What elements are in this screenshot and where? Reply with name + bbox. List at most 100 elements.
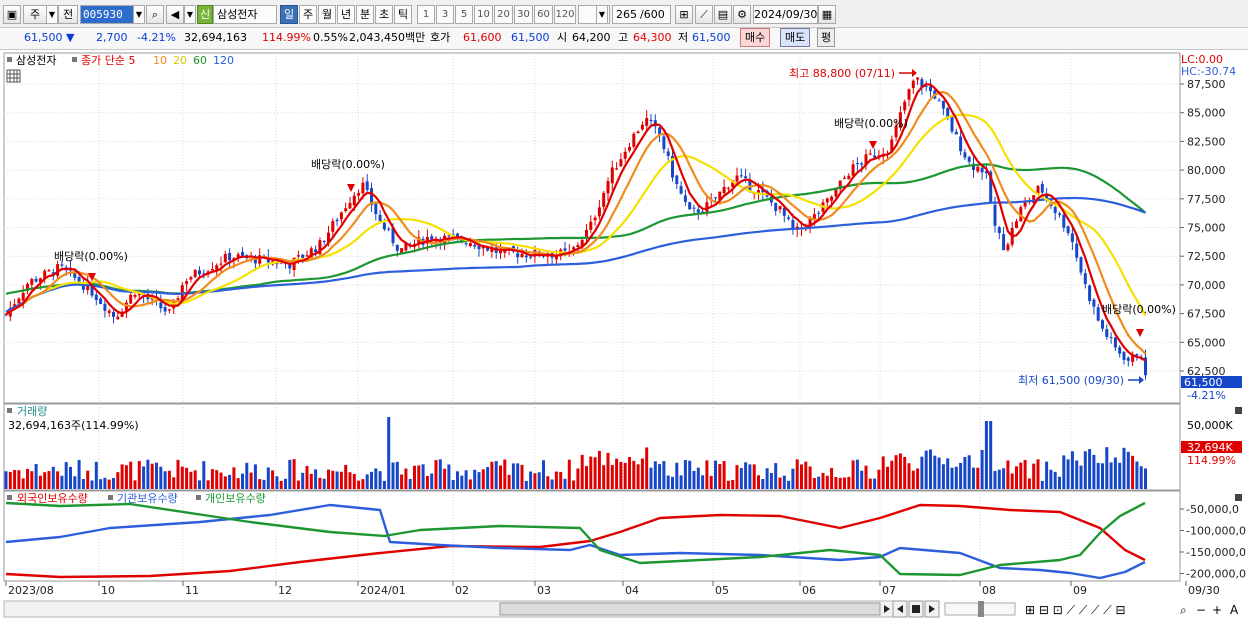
y-tick-label: 62,500 — [1187, 365, 1226, 378]
all-button[interactable]: 전 — [58, 5, 78, 24]
interval-60-button[interactable]: 60 — [534, 5, 553, 24]
candle-body — [167, 309, 171, 311]
font-size-icon[interactable]: A — [1230, 603, 1239, 617]
volume-bar — [473, 469, 477, 489]
interval-30-button[interactable]: 30 — [514, 5, 533, 24]
search-icon[interactable]: ⌕ — [146, 5, 164, 24]
date-input[interactable]: 2024/09/30 — [753, 5, 818, 24]
volume-bar — [675, 462, 679, 489]
code-dropdown-chevron-down-icon[interactable]: ▼ — [133, 5, 145, 24]
volume-bar — [90, 480, 94, 489]
stock-chart[interactable]: 삼성전자 종가 단순 5 10 20 60 120 LC:0.00 HC:-30… — [0, 50, 1248, 621]
volume-bar — [980, 449, 984, 489]
period-tick-button[interactable]: 틱 — [394, 5, 412, 24]
interval-3-button[interactable]: 3 — [436, 5, 454, 24]
sell-button[interactable]: 매도 — [780, 28, 811, 47]
volume-panel-close-icon[interactable] — [1235, 407, 1242, 414]
period-second-button[interactable]: 초 — [375, 5, 393, 24]
gear-icon[interactable]: ⚙ — [733, 5, 751, 24]
period-year-button[interactable]: 년 — [337, 5, 355, 24]
calendar-icon[interactable]: ▦ — [818, 5, 836, 24]
candle-body — [1079, 257, 1083, 273]
volume-bar — [692, 470, 696, 489]
volume-bar — [507, 474, 511, 489]
candle-body — [391, 228, 395, 244]
volume-bar — [615, 458, 619, 489]
candle-body — [606, 181, 610, 194]
volume-bar — [1040, 480, 1044, 489]
interval-1-button[interactable]: 1 — [417, 5, 435, 24]
volume-bar — [1019, 462, 1023, 489]
interval-20-button[interactable]: 20 — [494, 5, 513, 24]
draw-line-icon[interactable]: ⟋ — [695, 5, 713, 24]
period-day-button[interactable]: 일 — [280, 5, 298, 24]
market-select[interactable]: 주 — [23, 5, 47, 24]
scroll-right-icon[interactable] — [884, 605, 890, 613]
volume-bar — [253, 464, 257, 489]
chart-tools-icon[interactable]: ⊞ — [675, 5, 693, 24]
candle-body — [1122, 351, 1126, 360]
chart-canvas[interactable]: 삼성전자 종가 단순 5 10 20 60 120 LC:0.00 HC:-30… — [0, 50, 1248, 621]
candle-body — [924, 85, 928, 87]
candle-body — [314, 249, 318, 253]
chevron-down-icon[interactable]: ▼ — [46, 5, 58, 24]
interval-5-button[interactable]: 5 — [455, 5, 473, 24]
volume-bar — [894, 455, 898, 489]
magnifier-icon[interactable]: ⌕ — [1180, 603, 1187, 617]
high-label: 고 — [618, 31, 629, 44]
volume-bar — [163, 471, 167, 489]
volume-bar — [236, 478, 240, 489]
period-minute-button[interactable]: 분 — [356, 5, 374, 24]
custom-interval-chevron-down-icon[interactable]: ▼ — [596, 5, 608, 24]
save-icon[interactable]: ▤ — [714, 5, 732, 24]
volume-bar — [262, 479, 266, 489]
candle-body — [198, 270, 201, 275]
interval-120-button[interactable]: 120 — [554, 5, 576, 24]
candle-body — [464, 243, 468, 245]
volume-bar — [855, 459, 859, 489]
volume-bar — [911, 470, 915, 489]
period-week-button[interactable]: 주 — [299, 5, 317, 24]
volume-bar — [1131, 455, 1135, 489]
tool-icons[interactable]: ⊞ ⊟ ⊡ ⟋ ⟋ ⟋ ⟋ ⊟ — [1025, 603, 1126, 617]
candle-body — [735, 175, 739, 182]
speed-slider-thumb[interactable] — [978, 601, 984, 617]
scrollbar-thumb[interactable] — [499, 602, 881, 616]
period-month-button[interactable]: 월 — [318, 5, 336, 24]
chart-window-icon[interactable]: ▣ — [3, 5, 21, 24]
volume-bar — [1075, 460, 1079, 489]
volume-bar — [1113, 457, 1117, 489]
candle-body — [486, 246, 490, 251]
volume-bar — [778, 477, 782, 489]
candle-body — [215, 265, 219, 270]
x-tick-label: 10 — [101, 584, 115, 597]
candle-body — [761, 188, 765, 193]
holding-panel-close-icon[interactable] — [1235, 494, 1242, 501]
volume-bar — [903, 456, 907, 489]
speaker-chevron-down-icon[interactable]: ▼ — [184, 5, 196, 24]
volume-bar — [924, 450, 928, 489]
candle-body — [1131, 354, 1135, 362]
volume-bar — [886, 466, 889, 489]
candle-body — [176, 298, 180, 300]
candle-body — [1075, 243, 1079, 258]
even-button[interactable]: 평 — [817, 28, 836, 47]
volume-bar — [1006, 460, 1010, 489]
candle-body — [1015, 221, 1018, 228]
count-input[interactable]: 265 — [612, 5, 640, 24]
volume-bar — [116, 472, 120, 489]
speaker-icon[interactable]: ◀ — [166, 5, 184, 24]
volume-bar — [129, 461, 133, 489]
volume-bar — [8, 471, 12, 489]
volume-bar — [769, 472, 773, 489]
zoom-in-icon[interactable]: + — [1212, 603, 1222, 617]
main-toolbar: ▣ 주 ▼ 전 005930 ▼ ⌕ ◀ ▼ 신 삼성전자 일 주 월 년 분 … — [0, 0, 1248, 28]
stock-code-input[interactable]: 005930 — [80, 5, 134, 24]
high-arrow-icon — [912, 69, 917, 77]
candle-body — [1053, 207, 1057, 214]
interval-10-button[interactable]: 10 — [474, 5, 493, 24]
candle-body — [116, 316, 120, 320]
zoom-out-icon[interactable]: − — [1196, 603, 1206, 617]
buy-button[interactable]: 매수 — [740, 28, 771, 47]
volume-bar — [860, 470, 864, 489]
